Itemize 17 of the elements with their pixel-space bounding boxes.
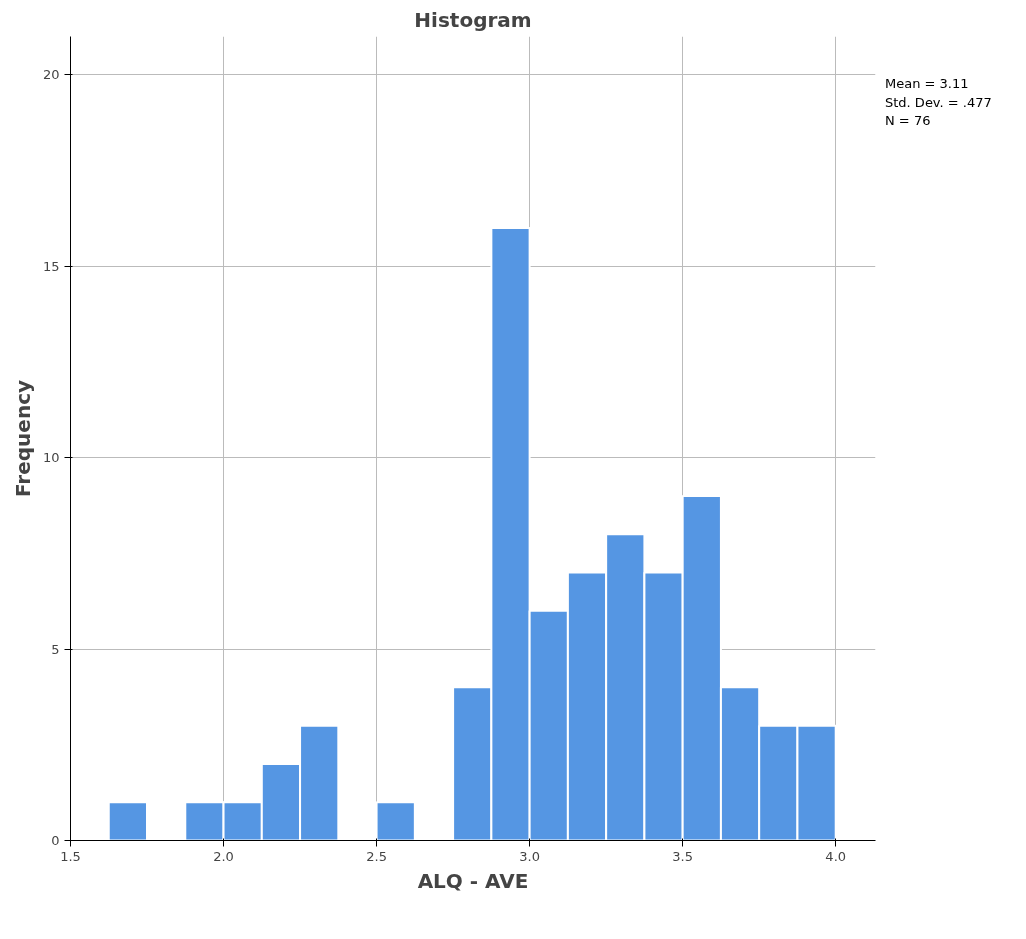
x-tick-label: 3.5 [672,848,694,864]
x-tick-label: 3.0 [519,848,540,864]
x-tick-label: 4.0 [825,848,847,864]
y-tick-label: 5 [51,641,60,657]
x-tick-label: 1.5 [60,848,81,864]
x-tick-label: 2.5 [366,848,387,864]
text: Mean = 3.11 [885,76,969,91]
y-tick-label: 15 [42,258,60,274]
y-tick-label: 10 [42,450,60,466]
x-axis-title: ALQ - AVE [417,868,529,893]
y-tick-label: 20 [42,67,60,83]
text: Std. Dev. = .477 [885,94,992,110]
y-tick-label: 0 [51,833,60,848]
chart-title: Histogram [414,7,532,32]
text: N = 76 [885,113,931,129]
y-axis-title: Frequency [10,379,35,498]
x-tick-label: 2.0 [213,848,234,864]
